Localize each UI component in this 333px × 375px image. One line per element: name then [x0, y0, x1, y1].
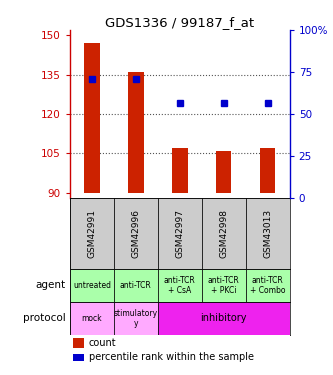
Text: anti-TCR
+ PKCi: anti-TCR + PKCi — [208, 276, 240, 295]
Text: GSM42991: GSM42991 — [87, 209, 97, 258]
Text: GSM43013: GSM43013 — [263, 209, 272, 258]
Bar — [84, 43, 100, 193]
Text: count: count — [89, 338, 116, 348]
Bar — [260, 148, 275, 193]
Bar — [202, 269, 246, 302]
Text: mock: mock — [82, 314, 102, 323]
Text: GSM42996: GSM42996 — [131, 209, 141, 258]
Bar — [70, 198, 114, 269]
Bar — [158, 302, 290, 335]
Bar — [246, 198, 290, 269]
Text: anti-TCR
+ Combo: anti-TCR + Combo — [250, 276, 285, 295]
Bar — [158, 269, 202, 302]
Bar — [73, 338, 84, 348]
Text: anti-TCR
+ CsA: anti-TCR + CsA — [164, 276, 196, 295]
Bar — [216, 151, 231, 193]
Bar — [158, 198, 202, 269]
Text: agent: agent — [35, 280, 66, 290]
Bar — [246, 269, 290, 302]
Text: protocol: protocol — [23, 314, 66, 324]
Text: anti-TCR: anti-TCR — [120, 281, 152, 290]
Bar — [114, 302, 158, 335]
Title: GDS1336 / 99187_f_at: GDS1336 / 99187_f_at — [105, 16, 254, 29]
Bar — [70, 269, 114, 302]
Bar — [114, 198, 158, 269]
Bar — [114, 269, 158, 302]
Bar — [172, 148, 187, 193]
Text: untreated: untreated — [73, 281, 111, 290]
Text: stimulatory
y: stimulatory y — [114, 309, 158, 328]
Bar — [73, 354, 84, 361]
Text: percentile rank within the sample: percentile rank within the sample — [89, 352, 254, 362]
Text: GSM42998: GSM42998 — [219, 209, 228, 258]
Text: GSM42997: GSM42997 — [175, 209, 184, 258]
Bar — [202, 198, 246, 269]
Bar — [70, 302, 114, 335]
Bar — [128, 72, 144, 193]
Text: inhibitory: inhibitory — [200, 314, 247, 324]
